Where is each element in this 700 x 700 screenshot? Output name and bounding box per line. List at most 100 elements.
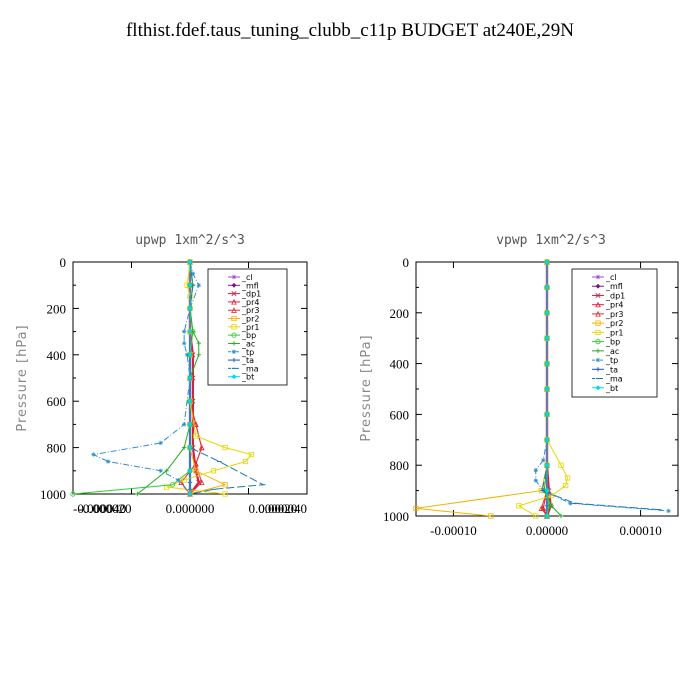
x-tick-label: -0.000020 (78, 501, 131, 516)
data-point (533, 478, 538, 483)
data-point (187, 421, 193, 427)
data-point (181, 477, 187, 483)
data-point (595, 283, 601, 289)
data-point (413, 505, 419, 511)
data-point (595, 292, 601, 298)
y-tick-label: 600 (390, 407, 410, 422)
data-point (563, 482, 569, 489)
data-point (595, 385, 601, 391)
data-point (184, 352, 190, 357)
data-point (193, 421, 199, 427)
data-point (187, 352, 193, 358)
series-pr1 (516, 259, 571, 519)
y-tick-label: 400 (47, 348, 67, 363)
data-point (595, 320, 601, 326)
data-point (595, 357, 601, 363)
data-point (176, 477, 181, 483)
data-point (187, 468, 193, 474)
legend-label: _dp1 (241, 290, 261, 299)
legend-label: _mfl (605, 282, 623, 291)
data-point (544, 462, 550, 468)
data-point (158, 440, 163, 446)
data-point (231, 349, 237, 354)
data-point (558, 513, 564, 519)
x-tick-label: 0.000000 (166, 501, 215, 516)
data-point (544, 513, 550, 519)
legend-label: _pr1 (605, 328, 623, 337)
data-point (164, 468, 169, 473)
legend-label: _mfl (241, 281, 259, 290)
data-point (231, 357, 237, 363)
legend-label: _bp (605, 338, 620, 347)
data-point (558, 462, 564, 468)
legend-label: _bp (241, 331, 256, 340)
data-point (196, 341, 201, 346)
data-point (544, 335, 550, 341)
legend-label: _cl (241, 273, 253, 282)
data-point (181, 329, 187, 334)
series-tp (91, 259, 201, 497)
x-tick-label: 0.00000 (526, 523, 568, 538)
series-bt (187, 259, 193, 497)
data-point (488, 513, 494, 519)
data-point (516, 503, 522, 509)
data-point (544, 361, 550, 367)
data-point (544, 488, 550, 494)
y-tick-label: 0 (403, 255, 410, 270)
legend-label: _pr4 (605, 301, 623, 310)
data-point (538, 505, 545, 511)
legend-label: _cl (605, 273, 617, 282)
chart-panel-upwp: upwp 1xm^2/s^3 Pressure [hPa] 0 200 400 600… (15, 233, 308, 516)
data-point (222, 444, 228, 451)
data-point (541, 457, 546, 463)
data-point (544, 386, 550, 392)
data-point (105, 459, 111, 464)
legend-label: _ta (241, 356, 254, 365)
data-point (91, 452, 96, 457)
data-point (187, 445, 193, 451)
data-point (231, 324, 237, 330)
data-point (193, 433, 199, 439)
data-point (231, 298, 237, 305)
data-point (135, 491, 140, 497)
data-point (187, 398, 193, 404)
data-point (70, 491, 76, 497)
data-point (187, 259, 193, 265)
legend-label: _bt (605, 384, 618, 393)
data-point (595, 310, 601, 317)
data-point (544, 411, 550, 417)
legend: _cl_mfl_dp1_pr4_pr3_pr2_pr1_bp_ac_tp_ta_… (571, 268, 658, 398)
data-point (231, 374, 237, 380)
data-point (595, 348, 601, 354)
data-point (198, 444, 205, 451)
y-tick-label: 800 (390, 458, 410, 473)
legend-label: _ma (605, 375, 623, 384)
data-point (196, 352, 201, 357)
y-tick-label: 1000 (383, 509, 409, 524)
plot-area: 0 200 400 600 800 1000 -0.00010 0.00000 0.00010 (383, 255, 679, 538)
legend-label: _ac (605, 347, 619, 356)
legend-label: _bt (241, 373, 254, 382)
data-point (231, 332, 237, 338)
legend-label: _ac (241, 339, 255, 348)
legend-label: _tp (241, 348, 254, 357)
plot-area: 0 200 400 600 800 1000 -0.000040-0.000020 0.000… (40, 255, 308, 516)
data-point (198, 479, 205, 485)
data-point (231, 291, 237, 297)
legend-label: _ta (605, 365, 618, 374)
data-point (231, 274, 237, 280)
legend-box (207, 268, 288, 386)
data-point (231, 315, 237, 322)
data-point (222, 491, 228, 497)
legend-label: _pr2 (241, 315, 259, 324)
x-tick-label: 0.000020 (249, 501, 298, 516)
series-bp (70, 259, 196, 497)
data-point (169, 482, 176, 488)
x-tick-label: 0.00010 (619, 523, 661, 538)
legend-label: _pr4 (241, 298, 259, 307)
chart-title: upwp 1xm^2/s^3 (135, 233, 245, 248)
series-line (517, 262, 569, 517)
data-point (242, 458, 249, 465)
legend-label: _pr3 (241, 306, 259, 315)
y-axis-label: Pressure [hPa] (359, 334, 374, 441)
